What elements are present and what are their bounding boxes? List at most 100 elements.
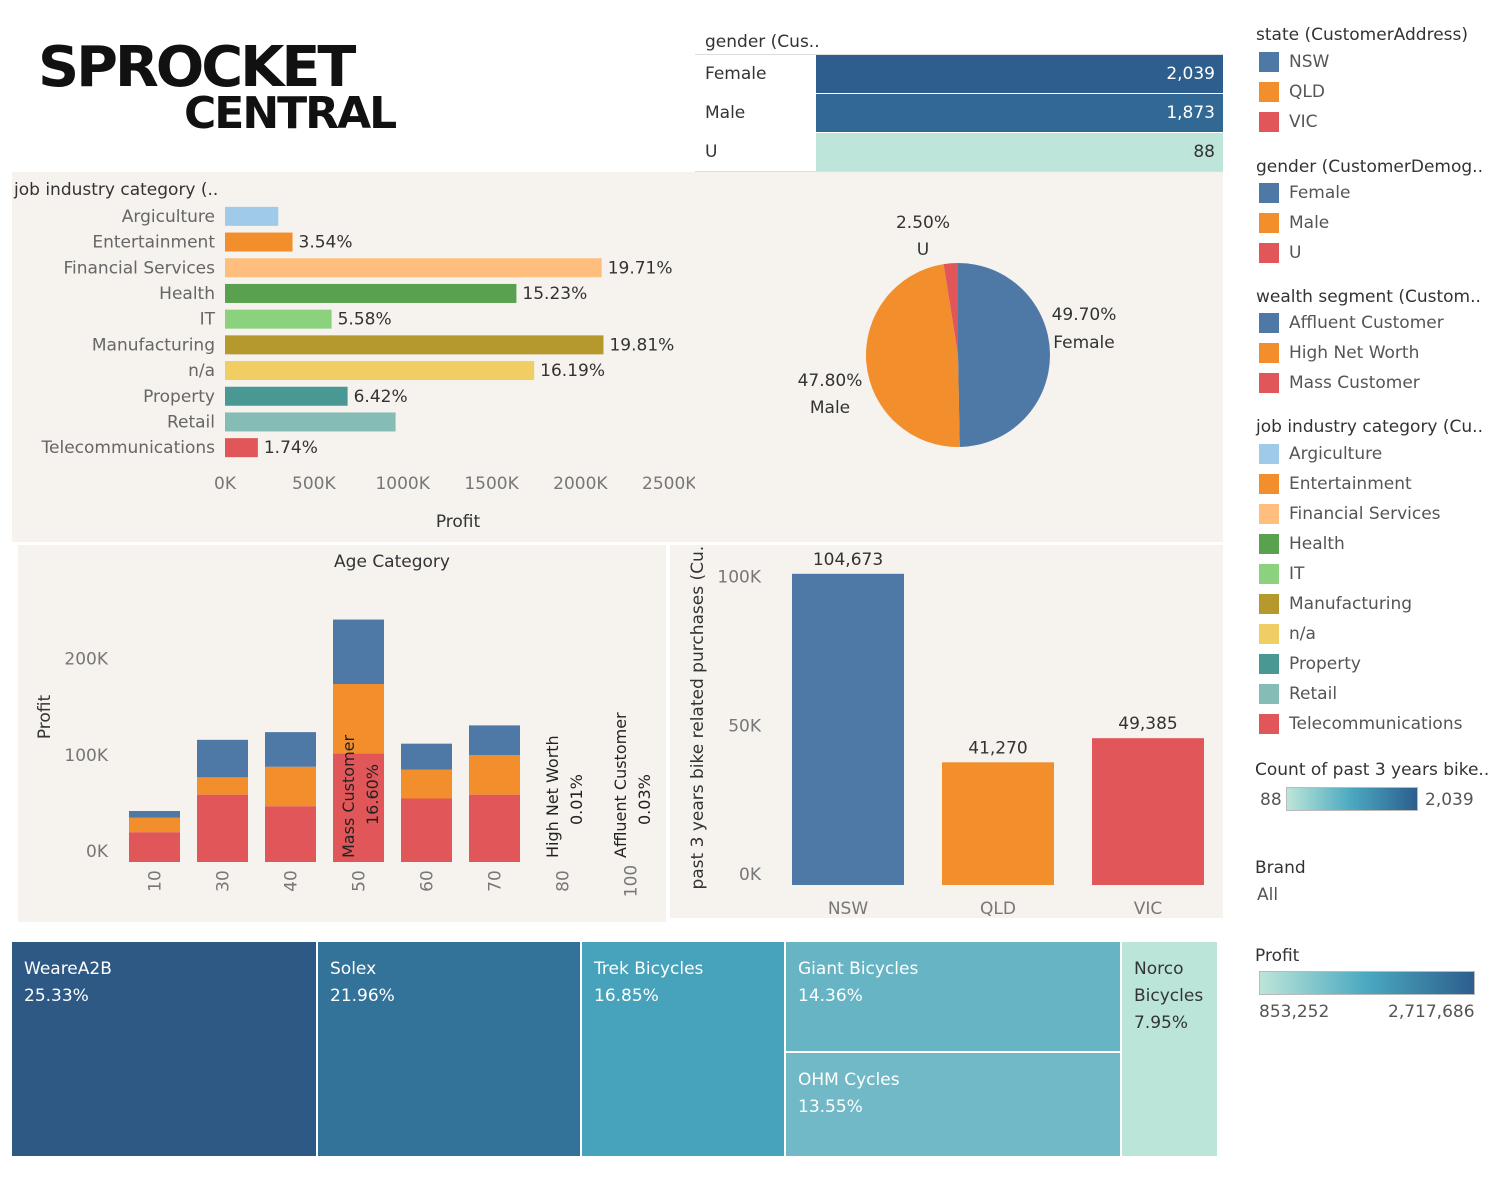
legend-item-job[interactable]: Argiculture: [1259, 443, 1382, 465]
legend-profit-title: Profit: [1255, 946, 1300, 966]
legend-swatch: [1259, 313, 1279, 333]
legend-label: QLD: [1289, 82, 1325, 102]
legend-item-job[interactable]: IT: [1259, 563, 1304, 585]
job-industry-bar-chart[interactable]: job industry category (.. Argiculture Ente…: [12, 172, 697, 542]
stacked-bar-segment: [265, 766, 316, 807]
stacked-bar-segment: [197, 739, 248, 778]
x-tick-label: 100: [622, 865, 642, 897]
legend-item-mass[interactable]: Mass Customer: [1259, 372, 1420, 394]
x-tick-label: 70: [486, 870, 506, 892]
legend-item-affluent[interactable]: Affluent Customer: [1259, 312, 1444, 334]
legend-item-vic[interactable]: VIC: [1259, 111, 1318, 133]
category-label: Manufacturing: [92, 335, 215, 355]
treemap-percent: 21.96%: [330, 986, 395, 1006]
data-label: 19.81%: [609, 335, 674, 355]
logo: SPROCKET CENTRAL: [38, 40, 408, 140]
stacked-bar-segment: [401, 769, 452, 799]
brand-treemap[interactable]: WeareA2B 25.33% Solex 21.96% Trek Bicycl…: [12, 942, 1217, 1156]
data-label: 6.42%: [354, 387, 408, 407]
legend-item-nsw[interactable]: NSW: [1259, 51, 1329, 73]
gender-table-divider: [695, 54, 1223, 55]
stacked-bar-segment: [265, 806, 316, 862]
x-tick-label: QLD: [980, 899, 1016, 918]
gender-table-row-female[interactable]: Female 2,039: [695, 55, 1223, 93]
legend-label: High Net Worth: [1289, 343, 1420, 363]
gender-label: Male: [705, 103, 746, 123]
legend-wealth-title: wealth segment (Custom..: [1256, 287, 1481, 307]
x-tick-label: 1500K: [464, 474, 519, 494]
bar: [225, 386, 348, 406]
legend-item-job[interactable]: Property: [1259, 653, 1361, 675]
legend-count-min: 88: [1260, 790, 1282, 810]
x-tick-label: 2500K: [642, 474, 695, 494]
treemap-cell-norco[interactable]: Norco Bicycles 7.95%: [1122, 942, 1217, 1156]
x-tick-label: NSW: [828, 899, 869, 918]
legend-label: Entertainment: [1289, 474, 1412, 494]
legend-label: Property: [1289, 654, 1361, 674]
treemap-cell-trek[interactable]: Trek Bicycles 16.85%: [582, 942, 784, 1156]
legend-item-job[interactable]: Health: [1259, 533, 1345, 555]
x-tick-label: 50: [350, 870, 370, 892]
treemap-cell-solex[interactable]: Solex 21.96%: [318, 942, 580, 1156]
legend-item-job[interactable]: Entertainment: [1259, 473, 1412, 495]
stacked-bar-segment: [197, 777, 248, 795]
legend-label: Female: [1289, 183, 1351, 203]
legend-item-job[interactable]: n/a: [1259, 623, 1316, 645]
legend-item-female[interactable]: Female: [1259, 182, 1350, 204]
category-label: Entertainment: [92, 233, 215, 253]
legend-gender-title: gender (CustomerDemog..: [1256, 157, 1483, 177]
state-purchases-bar-chart[interactable]: 0K 50K 100K past 3 years bike related purch…: [670, 540, 1223, 919]
bar: [225, 232, 293, 252]
y-tick-label: 0K: [739, 865, 762, 885]
bar: [225, 412, 396, 432]
legend-item-qld[interactable]: QLD: [1259, 81, 1325, 103]
gender-value-cell: 1,873: [816, 94, 1223, 132]
legend-swatch: [1259, 474, 1279, 494]
bar: [1092, 738, 1204, 885]
treemap-percent: 14.36%: [798, 986, 863, 1006]
gender-table-row-male[interactable]: Male 1,873: [695, 94, 1223, 132]
x-tick-label: 500K: [292, 474, 336, 494]
bar: [225, 309, 332, 329]
pie-slice: [866, 264, 960, 447]
legend-item-job[interactable]: Telecommunications: [1259, 713, 1462, 735]
chart-title: job industry category (..: [13, 180, 218, 200]
legend-item-job[interactable]: Financial Services: [1259, 503, 1441, 525]
legend-label: Affluent Customer: [1289, 313, 1444, 333]
legend-label: Retail: [1289, 684, 1338, 704]
bar: [225, 361, 535, 381]
legend-label: Telecommunications: [1289, 714, 1463, 734]
legend-item-job[interactable]: Retail: [1259, 683, 1337, 705]
data-label: 3.54%: [299, 233, 353, 253]
stacked-bar-segment: [333, 619, 384, 685]
x-tick-label: 2000K: [553, 474, 608, 494]
legend-swatch: [1259, 343, 1279, 363]
legend-swatch: [1259, 654, 1279, 674]
legend-profit-gradient: [1259, 971, 1475, 995]
legend-state-title: state (CustomerAddress): [1256, 25, 1469, 45]
stacked-bar-segment: [333, 684, 384, 754]
gender-pie-chart[interactable]: 49.70% Female 47.80% Male 2.50% U: [695, 172, 1223, 542]
category-label: Financial Services: [63, 258, 215, 278]
legend-count-gradient: [1286, 787, 1418, 811]
legend-item-high-net-worth[interactable]: High Net Worth: [1259, 342, 1419, 364]
legend-swatch: [1259, 534, 1279, 554]
legend-swatch: [1259, 52, 1279, 72]
treemap-cell-wearea2b[interactable]: WeareA2B 25.33%: [12, 942, 316, 1156]
gender-value-cell: 88: [816, 133, 1223, 171]
treemap-cell-ohm[interactable]: OHM Cycles 13.55%: [786, 1053, 1120, 1156]
y-axis-title: past 3 years bike related purchases (Cu.…: [688, 545, 708, 890]
legend-item-u[interactable]: U: [1259, 242, 1301, 264]
age-category-panel: Age Category 0K 100K 200K Profit 10 30 40 50 60 70…: [18, 545, 666, 922]
legend-count-max: 2,039: [1425, 790, 1474, 810]
legend-swatch: [1259, 82, 1279, 102]
age-category-stacked-chart[interactable]: Age Category 0K 100K 200K Profit 10 30 40 50 60 70…: [18, 545, 666, 922]
legend-item-male[interactable]: Male: [1259, 212, 1329, 234]
pie-name-label: Male: [810, 398, 850, 418]
treemap-cell-giant[interactable]: Giant Bicycles 14.36%: [786, 942, 1120, 1051]
brand-filter-value[interactable]: All: [1257, 885, 1279, 905]
legend-item-job[interactable]: Manufacturing: [1259, 593, 1412, 615]
y-tick-label: 100K: [717, 568, 761, 588]
gender-table-row-u[interactable]: U 88: [695, 133, 1223, 171]
treemap-percent: 13.55%: [798, 1097, 863, 1117]
